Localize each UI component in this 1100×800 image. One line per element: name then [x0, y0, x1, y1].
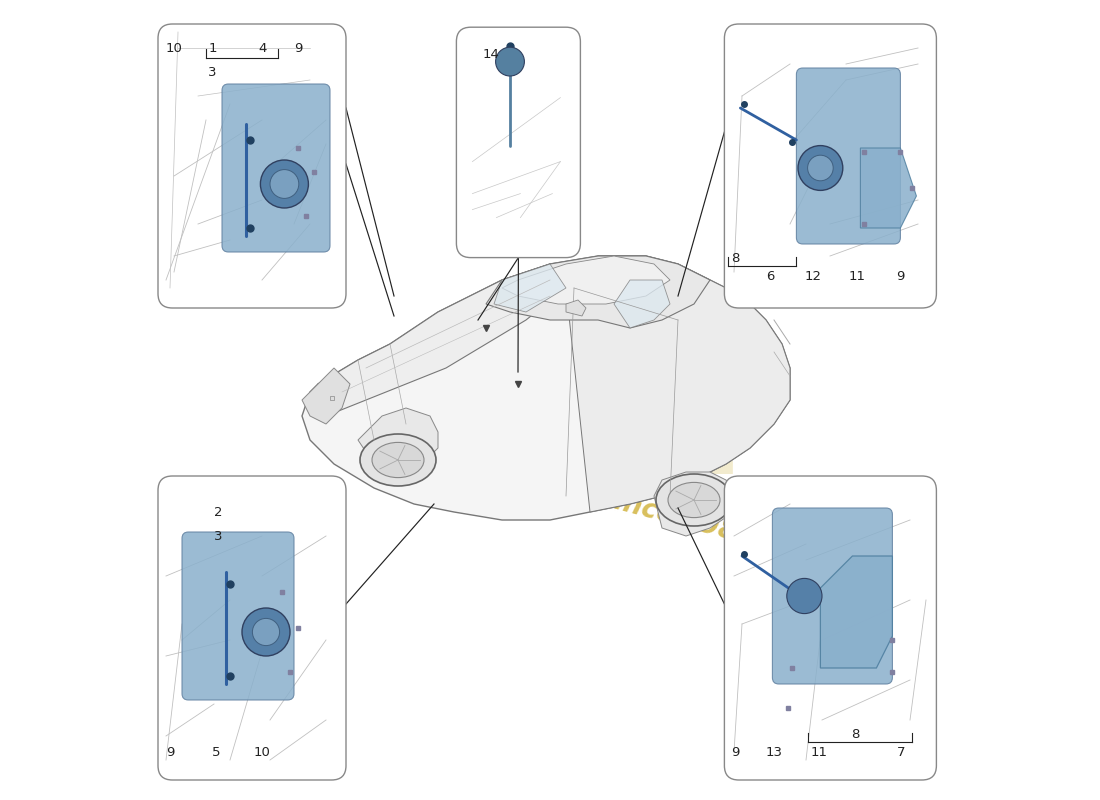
Ellipse shape [372, 442, 424, 478]
Text: 9: 9 [166, 746, 175, 759]
Ellipse shape [360, 434, 436, 486]
Polygon shape [302, 256, 790, 520]
FancyBboxPatch shape [158, 24, 346, 308]
Text: 9: 9 [896, 270, 905, 283]
Text: 8: 8 [850, 728, 859, 742]
FancyBboxPatch shape [796, 68, 901, 244]
Text: 4: 4 [258, 42, 266, 55]
FancyBboxPatch shape [182, 532, 294, 700]
FancyBboxPatch shape [158, 476, 346, 780]
Text: 3: 3 [208, 66, 217, 79]
Text: passion for parts since 1982: passion for parts since 1982 [343, 417, 757, 551]
FancyBboxPatch shape [725, 24, 936, 308]
Circle shape [786, 578, 822, 614]
Text: 12: 12 [804, 270, 822, 283]
Text: 9: 9 [730, 746, 739, 759]
Text: 1: 1 [208, 42, 217, 55]
Circle shape [496, 47, 525, 76]
Polygon shape [310, 264, 566, 416]
FancyBboxPatch shape [456, 27, 581, 258]
Text: 7: 7 [896, 746, 905, 759]
Polygon shape [614, 280, 670, 328]
Text: 2: 2 [214, 506, 222, 519]
Text: 10: 10 [254, 746, 271, 759]
Text: 11: 11 [811, 746, 828, 759]
Polygon shape [330, 396, 334, 400]
Polygon shape [566, 256, 790, 512]
Circle shape [807, 155, 833, 181]
Text: 11: 11 [848, 270, 866, 283]
Text: 5: 5 [212, 746, 221, 759]
Text: 3: 3 [214, 530, 222, 543]
FancyBboxPatch shape [222, 84, 330, 252]
Text: 9: 9 [294, 42, 302, 55]
Text: 6: 6 [766, 270, 774, 283]
Polygon shape [302, 368, 350, 424]
Text: 10: 10 [166, 42, 183, 55]
Polygon shape [358, 408, 438, 472]
Circle shape [242, 608, 290, 656]
Ellipse shape [668, 482, 720, 518]
Polygon shape [566, 300, 586, 316]
Text: passion: passion [418, 354, 682, 414]
Polygon shape [502, 256, 670, 304]
Polygon shape [860, 148, 916, 228]
Ellipse shape [656, 474, 732, 526]
Text: 13: 13 [766, 746, 783, 759]
Circle shape [252, 618, 279, 646]
Circle shape [798, 146, 843, 190]
FancyBboxPatch shape [772, 508, 892, 684]
Polygon shape [821, 556, 892, 668]
Circle shape [261, 160, 308, 208]
Text: 14: 14 [483, 47, 499, 61]
Polygon shape [494, 264, 566, 312]
Polygon shape [486, 256, 710, 328]
Circle shape [270, 170, 299, 198]
Polygon shape [654, 472, 734, 536]
FancyBboxPatch shape [725, 476, 936, 780]
Text: 8: 8 [730, 251, 739, 265]
Text: 1982: 1982 [478, 402, 741, 494]
